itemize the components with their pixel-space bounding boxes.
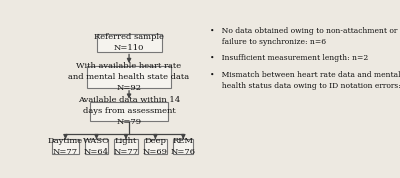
- Text: Light
N=77: Light N=77: [113, 137, 138, 156]
- Text: Deep
N=69: Deep N=69: [143, 137, 168, 156]
- FancyBboxPatch shape: [144, 139, 167, 154]
- Text: With available heart rate
and mental health state data
N=92: With available heart rate and mental hea…: [68, 62, 190, 91]
- Text: Daytime
N=77: Daytime N=77: [48, 137, 83, 156]
- FancyBboxPatch shape: [52, 139, 79, 154]
- Text: REM
N=76: REM N=76: [171, 137, 196, 156]
- FancyBboxPatch shape: [87, 66, 171, 88]
- Text: •   No data obtained owing to non-attachment or
     failure to synchronize: n=6: • No data obtained owing to non-attachme…: [210, 27, 397, 46]
- Text: WASO
N=64: WASO N=64: [83, 137, 110, 156]
- FancyBboxPatch shape: [114, 139, 138, 154]
- FancyBboxPatch shape: [85, 139, 108, 154]
- FancyBboxPatch shape: [96, 34, 162, 51]
- FancyBboxPatch shape: [173, 139, 193, 154]
- Text: Available data within 14
days from assessment
N=79: Available data within 14 days from asses…: [78, 96, 180, 126]
- Text: Referred sample
N=110: Referred sample N=110: [94, 33, 164, 52]
- Text: •   Mismatch between heart rate data and mental
     health status data owing to: • Mismatch between heart rate data and m…: [210, 71, 400, 90]
- Text: •   Insufficient measurement length: n=2: • Insufficient measurement length: n=2: [210, 54, 368, 62]
- FancyBboxPatch shape: [90, 101, 168, 121]
